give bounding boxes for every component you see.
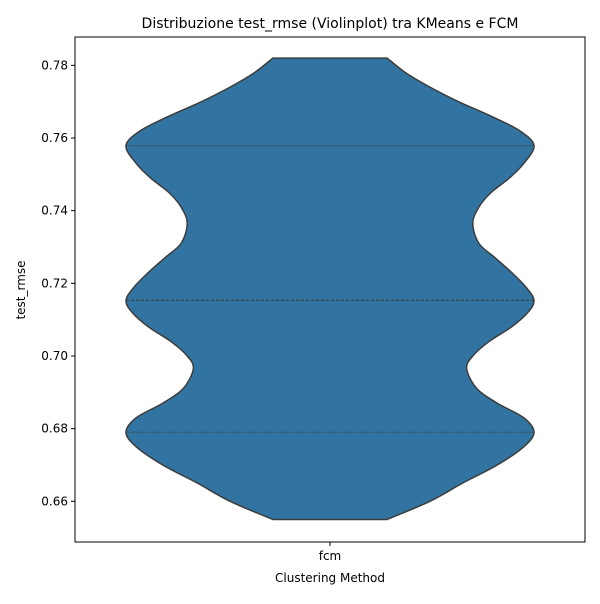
chart-title: Distribuzione test_rmse (Violinplot) tra…	[142, 16, 519, 32]
y-tick-label: 0.66	[41, 494, 68, 508]
y-tick-label: 0.78	[41, 58, 68, 72]
y-tick-label: 0.72	[41, 276, 68, 290]
x-axis-title: Clustering Method	[275, 571, 385, 585]
y-tick-label: 0.76	[41, 131, 68, 145]
violin-body	[125, 57, 535, 521]
x-tick-label: fcm	[319, 549, 342, 563]
x-axis: fcm	[319, 542, 342, 563]
y-tick-label: 0.68	[41, 422, 68, 436]
y-tick-label: 0.70	[41, 349, 68, 363]
y-tick-label: 0.74	[41, 204, 68, 218]
y-axis-title: test_rmse	[14, 260, 28, 319]
y-axis: 0.66 0.68 0.70 0.72 0.74 0.76 0.78	[41, 58, 75, 508]
